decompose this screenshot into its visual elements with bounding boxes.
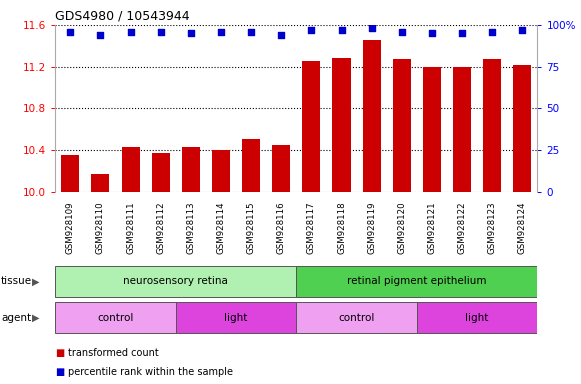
- Bar: [296, 302, 417, 333]
- Point: [126, 28, 135, 35]
- Bar: [393, 60, 411, 192]
- Text: GSM928117: GSM928117: [307, 201, 316, 254]
- Bar: [91, 174, 109, 192]
- Text: GSM928118: GSM928118: [337, 201, 346, 254]
- Text: percentile rank within the sample: percentile rank within the sample: [68, 367, 233, 377]
- Text: GDS4980 / 10543944: GDS4980 / 10543944: [55, 9, 190, 22]
- Text: GSM928115: GSM928115: [246, 201, 256, 254]
- Point: [186, 30, 195, 36]
- Point: [427, 30, 436, 36]
- Text: GSM928124: GSM928124: [518, 201, 527, 254]
- Point: [367, 25, 376, 31]
- Bar: [302, 61, 321, 192]
- Point: [277, 32, 286, 38]
- Point: [96, 32, 105, 38]
- Point: [216, 28, 225, 35]
- Bar: [453, 67, 471, 192]
- Text: tissue: tissue: [1, 276, 33, 286]
- Text: GSM928110: GSM928110: [96, 201, 105, 254]
- Point: [246, 28, 256, 35]
- Bar: [417, 302, 537, 333]
- Text: GSM928122: GSM928122: [458, 201, 467, 254]
- Text: GSM928116: GSM928116: [277, 201, 286, 254]
- Bar: [242, 139, 260, 192]
- Point: [487, 28, 497, 35]
- Text: light: light: [465, 313, 489, 323]
- Bar: [182, 147, 200, 192]
- Text: GSM928113: GSM928113: [187, 201, 195, 254]
- Bar: [152, 153, 170, 192]
- Text: transformed count: transformed count: [68, 348, 159, 358]
- Bar: [514, 65, 532, 192]
- Text: agent: agent: [1, 313, 31, 323]
- Text: ■: ■: [55, 367, 64, 377]
- Bar: [61, 156, 80, 192]
- Text: GSM928123: GSM928123: [487, 201, 497, 254]
- Bar: [296, 266, 537, 297]
- Bar: [363, 40, 381, 192]
- Bar: [55, 302, 176, 333]
- Text: GSM928114: GSM928114: [217, 201, 225, 254]
- Text: GSM928112: GSM928112: [156, 201, 165, 254]
- Point: [457, 30, 467, 36]
- Text: control: control: [338, 313, 375, 323]
- Text: ▶: ▶: [32, 313, 40, 323]
- Text: light: light: [224, 313, 248, 323]
- Bar: [55, 266, 296, 297]
- Text: GSM928120: GSM928120: [397, 201, 406, 254]
- Text: GSM928119: GSM928119: [367, 201, 376, 254]
- Point: [397, 28, 407, 35]
- Point: [156, 28, 166, 35]
- Bar: [423, 67, 441, 192]
- Point: [518, 27, 527, 33]
- Point: [66, 28, 75, 35]
- Text: GSM928121: GSM928121: [428, 201, 436, 254]
- Bar: [332, 58, 350, 192]
- Bar: [121, 147, 139, 192]
- Text: control: control: [97, 313, 134, 323]
- Text: neurosensory retina: neurosensory retina: [123, 276, 228, 286]
- Text: GSM928109: GSM928109: [66, 201, 75, 254]
- Bar: [176, 302, 296, 333]
- Text: GSM928111: GSM928111: [126, 201, 135, 254]
- Text: ▶: ▶: [32, 276, 40, 286]
- Bar: [272, 145, 290, 192]
- Bar: [483, 60, 501, 192]
- Point: [307, 27, 316, 33]
- Text: ■: ■: [55, 348, 64, 358]
- Text: retinal pigment epithelium: retinal pigment epithelium: [347, 276, 487, 286]
- Point: [337, 27, 346, 33]
- Bar: [212, 150, 230, 192]
